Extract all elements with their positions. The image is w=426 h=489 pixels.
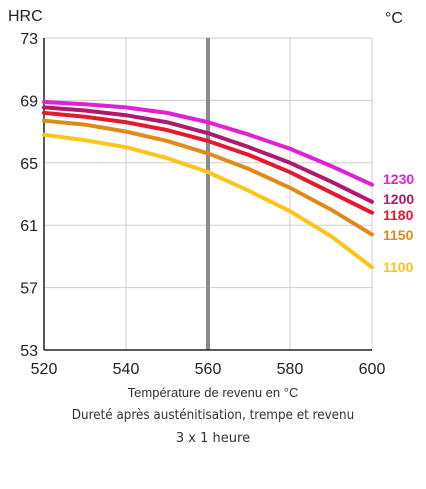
x-tick-label: 600 [359,361,386,378]
series-label-1100: 1100 [383,259,414,275]
y-tick-label: 53 [20,343,38,360]
series-unit-label: °C [385,10,403,27]
caption-line-1: Dureté après austénitisation, trempe et … [71,408,355,423]
x-axis-label: Température de revenu en °C [127,385,299,400]
y-tick-label: 65 [20,156,38,173]
series-line-1100 [42,132,374,270]
series-label-1180: 1180 [383,207,414,223]
y-tick-label: 73 [20,31,38,48]
y-axis-unit-label: HRC [8,8,43,25]
series-line-1230 [42,99,374,187]
series-line-1150 [42,118,374,237]
series-label-1150: 1150 [383,227,414,243]
y-tick-label: 69 [20,93,38,110]
y-tick-label: 61 [20,218,38,235]
series-label-1230: 1230 [383,171,414,187]
series-line-1180 [42,110,374,215]
y-tick-label: 57 [20,281,38,298]
caption-line-2: 3 x 1 heure [175,431,251,446]
x-tick-label: 560 [195,361,222,378]
x-tick-label: 540 [113,361,140,378]
series-line-1200 [42,105,374,204]
x-tick-label: 580 [277,361,304,378]
series-label-1200: 1200 [383,191,414,207]
x-tick-label: 520 [31,361,58,378]
